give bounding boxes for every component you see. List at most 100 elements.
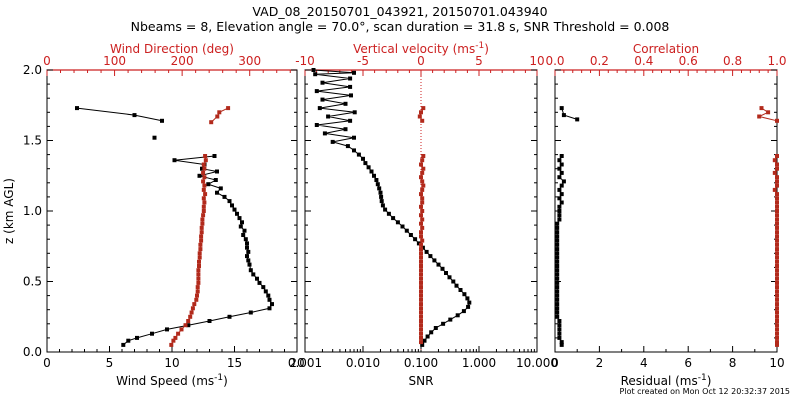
bottom-axis-title-wind: Wind Speed (ms-1): [116, 373, 228, 388]
data-point: [235, 211, 239, 216]
panel-frame-residual: [554, 69, 778, 353]
data-point: [369, 169, 374, 174]
data-point: [775, 280, 779, 285]
data-point: [420, 118, 425, 123]
data-point: [240, 220, 244, 225]
data-point: [232, 207, 237, 212]
data-point: [775, 118, 779, 123]
data-point: [183, 323, 188, 328]
data-point: [424, 249, 429, 254]
data-point: [559, 200, 564, 205]
data-point: [775, 196, 779, 201]
data-point: [160, 118, 164, 123]
data-point: [775, 310, 779, 315]
data-point: [555, 297, 560, 302]
data-point: [559, 170, 564, 175]
data-point: [421, 166, 426, 171]
data-point: [372, 173, 376, 178]
bottom-tick-label: 0.001: [288, 356, 322, 370]
data-point: [200, 221, 205, 226]
data-point: [421, 154, 426, 158]
data-point: [775, 285, 779, 290]
data-point: [348, 118, 353, 123]
series-line-snr-red: [419, 107, 424, 122]
data-point: [419, 213, 423, 218]
data-point: [419, 285, 423, 290]
data-point: [425, 334, 430, 339]
data-point: [198, 242, 203, 247]
data-point: [555, 272, 560, 277]
data-point: [150, 331, 154, 336]
data-point: [356, 152, 361, 157]
data-point: [165, 327, 169, 332]
data-point: [361, 156, 365, 161]
data-point: [555, 225, 560, 230]
top-tick-label: -10: [295, 54, 315, 68]
y-tick-label: 0.0: [23, 345, 42, 359]
series-line-residual-black: [556, 155, 565, 345]
data-point: [557, 209, 562, 213]
data-point: [266, 293, 271, 298]
data-point: [775, 230, 779, 235]
data-point: [242, 228, 247, 233]
data-point: [775, 175, 779, 180]
data-point: [775, 259, 779, 264]
top-tick-label: 0: [417, 54, 425, 68]
data-point: [555, 238, 560, 243]
data-point: [343, 127, 348, 132]
data-point: [557, 323, 562, 328]
data-point: [343, 101, 348, 106]
data-point: [352, 70, 356, 75]
data-point: [766, 110, 771, 115]
data-point: [267, 306, 272, 311]
data-point: [555, 310, 560, 315]
data-point: [555, 242, 560, 247]
data-point: [451, 279, 456, 284]
data-point: [575, 117, 580, 122]
data-point: [454, 283, 459, 288]
bottom-tick-label: 0: [43, 356, 51, 370]
data-point: [444, 271, 448, 275]
data-point: [197, 264, 201, 268]
data-point: [171, 338, 176, 343]
data-point: [559, 340, 564, 345]
data-point: [421, 183, 426, 188]
data-point: [383, 207, 388, 212]
data-point: [429, 330, 434, 335]
data-point: [203, 192, 208, 197]
data-point: [179, 327, 184, 332]
data-point: [404, 228, 409, 233]
data-point: [419, 264, 423, 268]
data-point: [419, 230, 423, 235]
data-point: [132, 113, 137, 118]
data-point: [203, 154, 208, 158]
data-point: [419, 247, 423, 252]
data-point: [559, 154, 564, 158]
data-point: [555, 221, 560, 226]
data-point: [772, 158, 777, 163]
data-point: [772, 187, 777, 192]
data-point: [169, 342, 174, 347]
data-point: [775, 302, 779, 307]
data-point: [555, 268, 560, 273]
data-point: [458, 288, 463, 292]
data-point: [775, 268, 779, 273]
data-point: [772, 170, 777, 175]
data-point: [775, 221, 779, 226]
data-point: [172, 158, 177, 163]
data-point: [555, 230, 560, 235]
data-point: [419, 221, 423, 226]
data-point: [775, 323, 779, 328]
data-point: [413, 237, 418, 242]
data-point: [345, 144, 350, 149]
data-point: [775, 200, 779, 205]
data-point: [238, 224, 243, 229]
bottom-tick-label: 6: [684, 356, 692, 370]
data-point: [775, 251, 779, 256]
data-point: [555, 314, 560, 319]
data-point: [261, 285, 266, 290]
data-point: [420, 209, 425, 213]
top-tick-label: -5: [357, 54, 369, 68]
data-point: [420, 196, 425, 201]
